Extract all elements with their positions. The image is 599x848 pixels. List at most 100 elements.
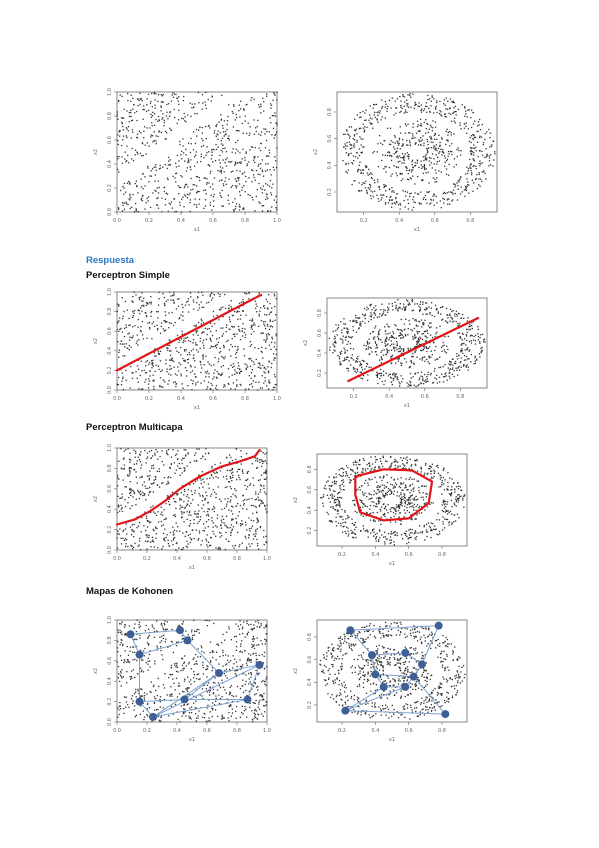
data-point <box>377 181 379 183</box>
data-point <box>220 140 223 142</box>
data-point <box>251 181 253 183</box>
data-point <box>207 483 210 485</box>
data-point <box>404 153 406 155</box>
data-point <box>466 185 468 188</box>
data-point <box>256 466 259 469</box>
data-point <box>246 293 248 295</box>
data-point <box>385 339 387 342</box>
data-point <box>176 465 179 467</box>
data-point <box>260 350 262 353</box>
data-point <box>148 181 150 183</box>
data-point <box>269 185 271 187</box>
data-point <box>267 210 269 212</box>
data-point <box>362 169 365 171</box>
data-point <box>391 462 393 464</box>
data-point <box>213 491 216 494</box>
data-point <box>414 373 416 375</box>
data-point <box>219 154 221 157</box>
data-point <box>275 353 278 356</box>
data-point <box>237 346 239 348</box>
data-point <box>380 351 382 353</box>
data-point <box>270 348 272 351</box>
data-point <box>362 110 364 113</box>
data-point <box>470 325 473 327</box>
data-point <box>262 97 264 99</box>
data-point <box>244 328 246 330</box>
data-point <box>255 358 257 361</box>
data-point <box>418 305 420 307</box>
data-point <box>425 198 427 201</box>
data-point <box>383 186 385 188</box>
data-point <box>375 308 377 311</box>
data-point <box>128 349 130 351</box>
data-point <box>336 328 339 330</box>
data-point <box>463 317 465 319</box>
data-point <box>415 132 418 134</box>
data-point <box>391 384 393 386</box>
data-point <box>432 381 435 383</box>
data-point <box>404 123 407 125</box>
data-point <box>190 514 192 516</box>
data-point <box>221 508 223 511</box>
data-point <box>193 357 195 359</box>
data-point <box>132 108 134 110</box>
y-tick-label: 0.2 <box>307 527 313 535</box>
data-point <box>403 156 406 158</box>
data-point <box>202 494 204 497</box>
data-point <box>220 179 223 181</box>
data-point <box>412 505 414 507</box>
y-tick-label: 0.6 <box>317 329 323 337</box>
data-point <box>154 355 156 357</box>
data-point <box>441 350 443 352</box>
data-point <box>170 367 172 370</box>
data-point <box>186 495 188 498</box>
data-point <box>406 299 408 301</box>
data-point <box>461 348 463 350</box>
data-point <box>167 500 170 503</box>
data-point <box>177 119 180 121</box>
data-point <box>236 129 239 132</box>
data-point <box>229 475 231 478</box>
data-point <box>455 313 458 315</box>
data-point <box>254 147 256 149</box>
data-point <box>141 143 144 145</box>
data-point <box>186 518 188 520</box>
data-point <box>134 456 136 458</box>
data-point <box>153 93 155 95</box>
data-point <box>238 307 240 309</box>
data-point <box>157 458 159 460</box>
data-point <box>403 159 405 162</box>
data-point <box>411 478 413 480</box>
data-point <box>189 151 192 154</box>
data-point <box>200 544 202 546</box>
data-point <box>248 534 250 537</box>
data-point <box>174 515 177 518</box>
data-point <box>172 526 174 528</box>
data-point <box>385 165 387 168</box>
data-point <box>434 178 436 180</box>
data-point <box>484 172 486 175</box>
data-point <box>240 370 243 372</box>
data-point <box>178 341 180 344</box>
data-point <box>225 165 228 167</box>
data-point <box>165 502 167 505</box>
data-point <box>351 357 353 360</box>
data-point <box>195 128 198 131</box>
data-point <box>367 348 369 350</box>
data-point <box>137 104 139 107</box>
data-point <box>449 308 452 310</box>
data-point <box>440 148 442 150</box>
data-point <box>173 93 176 95</box>
data-point <box>360 116 362 118</box>
data-point <box>404 206 406 208</box>
data-point <box>439 325 441 327</box>
data-point <box>138 130 141 132</box>
data-point <box>173 514 175 517</box>
data-point <box>263 382 265 384</box>
data-point <box>193 325 196 327</box>
data-point <box>401 459 403 462</box>
data-point <box>190 350 193 352</box>
data-point <box>181 548 184 551</box>
data-point <box>399 350 402 352</box>
data-point <box>386 474 388 476</box>
